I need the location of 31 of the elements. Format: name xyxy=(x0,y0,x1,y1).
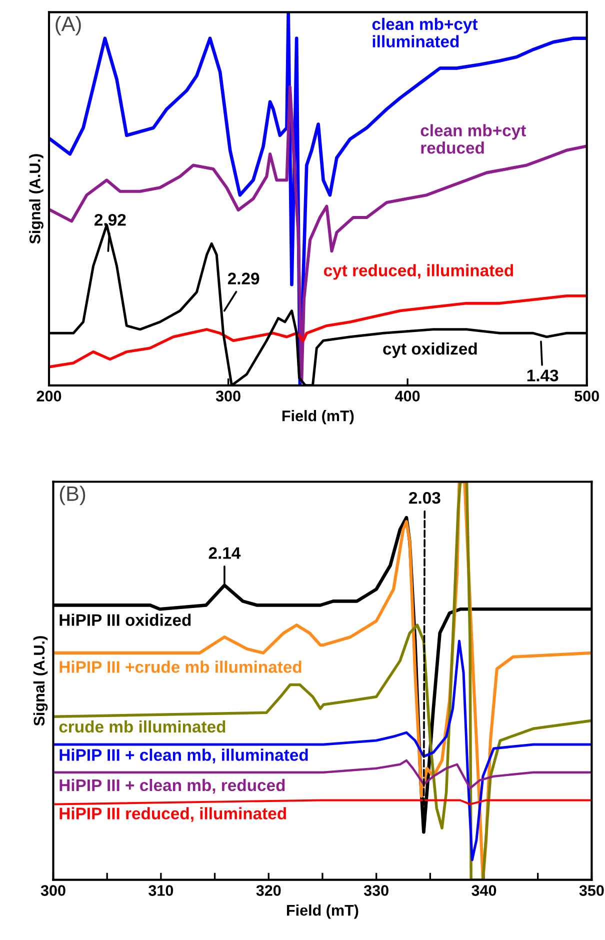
series-label: HiPIP III + clean mb, illuminated xyxy=(60,748,308,764)
x-tick-label: 320 xyxy=(256,885,281,896)
annotation: 2.92 xyxy=(94,214,126,226)
x-tick-label: 300 xyxy=(216,390,240,402)
x-tick-label: 310 xyxy=(148,885,174,896)
y-axis-title: Signal (A.U.) xyxy=(29,154,44,244)
x-tick-label: 300 xyxy=(40,885,66,896)
x-tick-label: 340 xyxy=(472,885,496,896)
y-axis-title: Signal (A.U.) xyxy=(33,636,48,726)
chart-title: (A) xyxy=(56,16,81,36)
annotation: 2.03 xyxy=(409,492,440,504)
series-label: HiPIP III reduced, illuminated xyxy=(60,807,286,822)
x-tick-label: 350 xyxy=(579,885,604,896)
series-label: clean mb+cyt reduced xyxy=(420,124,526,154)
x-axis-title: Field (mT) xyxy=(286,904,358,919)
annotation: 2.29 xyxy=(228,272,260,284)
series-label: HiPIP III + clean mb, reduced xyxy=(60,778,285,794)
x-tick-label: 200 xyxy=(36,390,62,402)
series-label: cyt reduced, illuminated xyxy=(324,264,513,280)
annotation: 1.43 xyxy=(527,370,558,382)
annotation: 2.14 xyxy=(208,547,241,559)
series-label: clean mb+cyt illuminated xyxy=(372,18,478,48)
chart-title: (B) xyxy=(60,486,86,506)
series-label: cyt oxidized xyxy=(383,342,477,358)
series-label: crude mb illuminated xyxy=(59,720,226,733)
x-tick-label: 500 xyxy=(574,390,599,402)
x-tick-label: 330 xyxy=(364,885,388,896)
x-tick-label: 400 xyxy=(395,390,420,402)
series-label: HiPIP III +crude mb illuminated xyxy=(60,660,302,673)
series-label: HiPIP III oxidized xyxy=(60,614,191,626)
x-axis-title: Field (mT) xyxy=(282,410,354,424)
